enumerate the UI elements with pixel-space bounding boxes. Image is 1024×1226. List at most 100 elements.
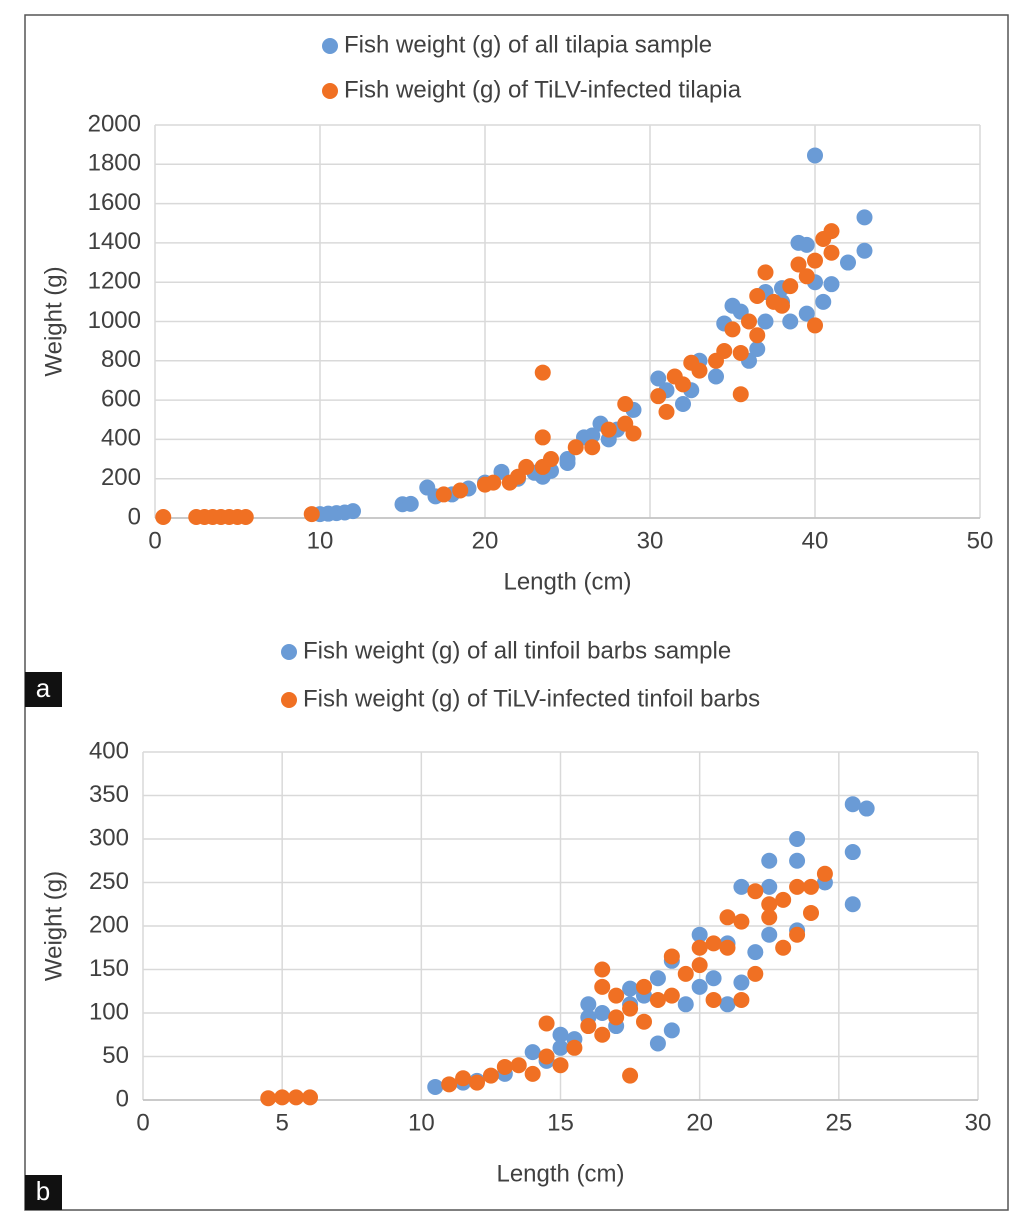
x-tick-label: 0 [136, 1109, 149, 1136]
x-axis-title: Length (cm) [503, 568, 631, 595]
data-point [594, 1005, 611, 1021]
data-point [816, 865, 833, 882]
data-point [761, 926, 778, 943]
data-point [757, 264, 774, 281]
data-point [733, 974, 750, 991]
x-tick-label: 0 [148, 527, 161, 554]
data-point [496, 1058, 513, 1075]
data-point [733, 913, 750, 930]
data-point [580, 996, 597, 1013]
data-point [807, 317, 823, 334]
data-point [594, 961, 611, 978]
data-point [775, 891, 792, 908]
data-point [441, 1076, 458, 1093]
x-tick-label: 25 [825, 1109, 852, 1136]
legend-marker [322, 83, 338, 99]
data-point [782, 313, 799, 330]
data-point [493, 463, 510, 480]
legend-label: Fish weight (g) of TiLV-infected tilapia [344, 76, 742, 103]
x-tick-label: 15 [547, 1109, 574, 1136]
data-point [237, 509, 254, 526]
y-tick-label: 300 [89, 824, 129, 851]
data-point [524, 1065, 541, 1082]
x-tick-label: 20 [686, 1109, 713, 1136]
data-point [524, 1044, 541, 1061]
data-point [622, 980, 639, 997]
data-point [789, 852, 806, 869]
data-point [691, 362, 708, 379]
panel-label-box [25, 1175, 62, 1210]
data-point [608, 987, 625, 1004]
data-point [761, 878, 778, 895]
data-point [552, 1026, 569, 1043]
data-point [584, 439, 601, 456]
y-tick-label: 0 [116, 1085, 129, 1112]
data-point [803, 878, 819, 895]
data-point [675, 376, 691, 393]
data-point [552, 1039, 569, 1056]
data-point [724, 321, 741, 338]
data-point [807, 252, 823, 269]
data-point [708, 368, 724, 385]
data-point [518, 458, 535, 475]
y-tick-label: 200 [101, 464, 141, 491]
y-tick-label: 600 [101, 385, 141, 412]
y-tick-label: 150 [89, 955, 129, 982]
y-tick-label: 400 [101, 425, 141, 452]
legend-label: Fish weight (g) of all tilapia sample [344, 31, 712, 58]
data-point [594, 978, 611, 995]
data-point [636, 1013, 652, 1030]
data-point [719, 996, 736, 1013]
data-point [823, 244, 840, 261]
data-point [803, 904, 819, 921]
data-point [757, 313, 774, 330]
data-point [741, 313, 757, 330]
data-point [789, 926, 806, 943]
data-point [844, 844, 861, 861]
data-point [747, 965, 764, 982]
data-point [649, 1035, 666, 1052]
data-point [749, 341, 766, 358]
data-point [303, 506, 320, 523]
data-point [719, 909, 736, 926]
data-point [705, 991, 722, 1008]
y-axis-title: Weight (g) [40, 266, 67, 376]
data-point [798, 236, 815, 253]
data-point [789, 831, 806, 847]
y-tick-label: 800 [101, 346, 141, 373]
y-tick-label: 350 [89, 781, 129, 808]
data-point [566, 1039, 583, 1056]
panel-label-box [25, 672, 62, 707]
y-tick-label: 1600 [88, 189, 141, 216]
data-point [302, 1089, 318, 1106]
data-point [747, 944, 764, 961]
data-point [663, 987, 680, 1004]
x-tick-label: 30 [965, 1109, 992, 1136]
data-point [617, 396, 634, 413]
data-point [732, 386, 749, 403]
data-point [677, 996, 694, 1013]
data-point [815, 293, 832, 310]
data-point [534, 429, 551, 446]
data-point [485, 474, 502, 491]
data-point [705, 935, 722, 952]
data-point [691, 957, 708, 974]
data-point [452, 482, 469, 499]
data-point [733, 991, 750, 1008]
x-tick-label: 5 [275, 1109, 288, 1136]
data-point [761, 896, 778, 913]
data-point [844, 796, 861, 813]
data-point [663, 1022, 680, 1039]
data-point [435, 486, 452, 503]
data-point [600, 421, 617, 438]
panel-label: b [36, 1176, 50, 1206]
data-point [856, 209, 873, 226]
data-point [510, 1057, 527, 1074]
data-point [705, 970, 722, 987]
data-point [567, 439, 584, 456]
x-tick-label: 20 [472, 527, 499, 554]
x-tick-label: 10 [408, 1109, 435, 1136]
x-tick-label: 50 [967, 527, 994, 554]
data-point [691, 978, 708, 995]
y-tick-label: 100 [89, 998, 129, 1025]
